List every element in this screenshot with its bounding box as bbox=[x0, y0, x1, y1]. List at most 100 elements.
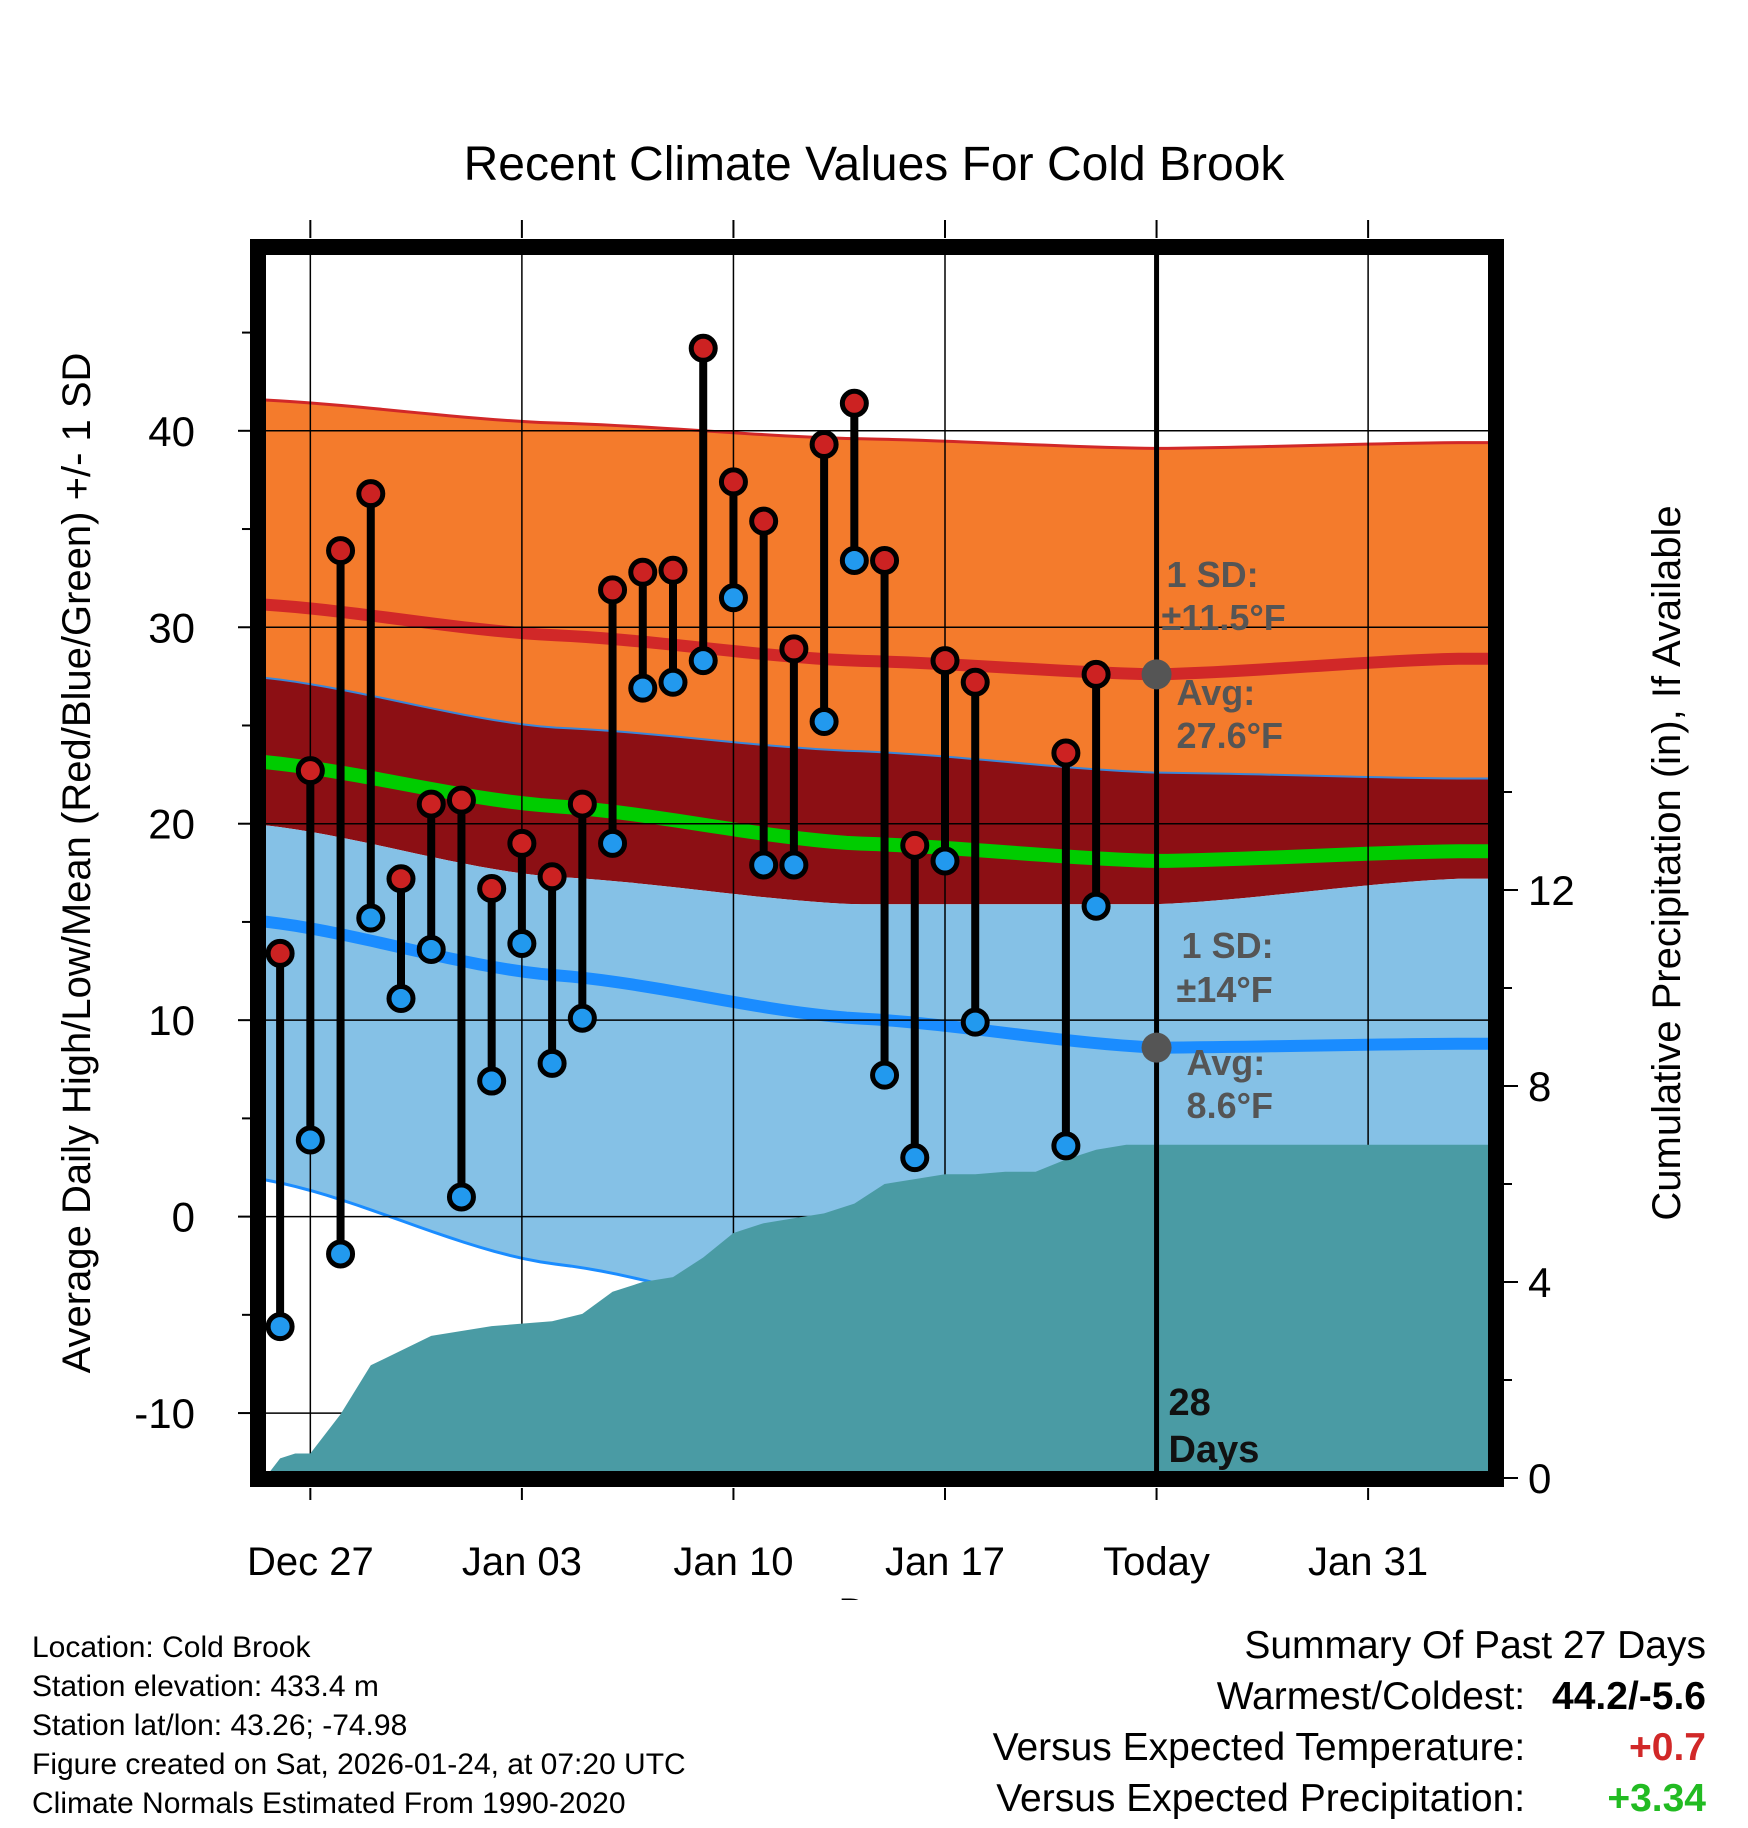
low-avg-label: Avg: bbox=[1187, 1042, 1266, 1083]
obs-low-point bbox=[870, 1060, 900, 1090]
summary-precip-label: Versus Expected Precipitation: bbox=[996, 1777, 1526, 1820]
high-minus-sd-edge bbox=[265, 676, 1489, 780]
x-tick-label: Dec 27 bbox=[247, 1540, 374, 1584]
obs-low-point bbox=[1051, 1131, 1081, 1161]
climate-chart: Recent Climate Values For Cold Brook 1 S… bbox=[55, 138, 1689, 1600]
summary-panel: Summary Of Past 27 Days Warmest/Coldest:… bbox=[993, 1620, 1706, 1824]
obs-low-point bbox=[839, 545, 869, 575]
plot-frame bbox=[250, 239, 1504, 1487]
obs-high-point bbox=[416, 789, 446, 819]
obs-high-point bbox=[900, 830, 930, 860]
precip-area bbox=[269, 1144, 1489, 1472]
high-avg-label: Avg: bbox=[1177, 672, 1256, 713]
obs-high-point bbox=[870, 545, 900, 575]
low-sd-label: 1 SD: bbox=[1182, 925, 1274, 966]
summary-warm-cold: Warmest/Coldest: 44.2/-5.6 bbox=[993, 1671, 1706, 1722]
low-avg-value: 8.6°F bbox=[1187, 1085, 1273, 1126]
obs-low-point bbox=[416, 934, 446, 964]
obs-high-point bbox=[749, 506, 779, 536]
station-info: Location: Cold Brook Station elevation: … bbox=[32, 1628, 686, 1823]
obs-low-point bbox=[779, 850, 809, 880]
obs-low-point bbox=[356, 903, 386, 933]
info-location: Location: Cold Brook bbox=[32, 1631, 311, 1664]
obs-high-point bbox=[537, 862, 567, 892]
x-tick-label: Jan 03 bbox=[462, 1540, 582, 1584]
obs-high-point bbox=[386, 864, 416, 894]
obs-high-point bbox=[688, 333, 718, 363]
y2-tick-label: 12 bbox=[1528, 867, 1575, 914]
summary-temp: Versus Expected Temperature: +0.7 bbox=[993, 1722, 1706, 1773]
summary-temp-label: Versus Expected Temperature: bbox=[992, 1726, 1526, 1769]
x-axis-label: Day bbox=[838, 1591, 909, 1600]
obs-high-point bbox=[265, 938, 295, 968]
y-tick-label: 20 bbox=[148, 801, 195, 848]
obs-high-point bbox=[598, 575, 628, 605]
obs-low-point bbox=[658, 667, 688, 697]
high-avg-value: 27.6°F bbox=[1177, 715, 1283, 756]
high-sd-band bbox=[265, 400, 1489, 779]
summary-heading: Summary Of Past 27 Days bbox=[1244, 1624, 1706, 1667]
y-tick-label: 40 bbox=[148, 408, 195, 455]
obs-high-point bbox=[628, 557, 658, 587]
summary-precip: Versus Expected Precipitation: +3.34 bbox=[993, 1773, 1706, 1824]
obs-high-point bbox=[809, 430, 839, 460]
y-tick-label: 10 bbox=[148, 997, 195, 1044]
low-sd-value: ±14°F bbox=[1177, 969, 1273, 1010]
obs-low-point bbox=[628, 673, 658, 703]
obs-high-point bbox=[507, 828, 537, 858]
obs-low-point bbox=[900, 1143, 930, 1173]
obs-high-point bbox=[779, 634, 809, 664]
obs-high-point bbox=[930, 646, 960, 676]
obs-low-point bbox=[930, 846, 960, 876]
mid-band bbox=[265, 677, 1489, 905]
obs-high-point bbox=[567, 789, 597, 819]
info-latlon: Station lat/lon: 43.26; -74.98 bbox=[32, 1709, 408, 1742]
chart-title: Recent Climate Values For Cold Brook bbox=[464, 138, 1286, 191]
y-axis-label: Average Daily High/Low/Mean (Red/Blue/Gr… bbox=[55, 353, 99, 1374]
obs-low-point bbox=[507, 929, 537, 959]
high-plus-sd-edge bbox=[265, 398, 1489, 450]
obs-low-point bbox=[386, 984, 416, 1014]
obs-high-point bbox=[1081, 659, 1111, 689]
y2-axis-label: Cumulative Precipitation (in), If Availa… bbox=[1645, 505, 1689, 1220]
obs-high-point bbox=[326, 536, 356, 566]
obs-low-point bbox=[809, 707, 839, 737]
obs-low-point bbox=[1081, 891, 1111, 921]
obs-high-point bbox=[295, 756, 325, 786]
obs-high-point bbox=[839, 388, 869, 418]
obs-high-point bbox=[356, 479, 386, 509]
obs-low-point bbox=[688, 646, 718, 676]
days-count: 28 bbox=[1169, 1382, 1211, 1424]
high-avg-marker bbox=[1141, 659, 1172, 690]
y2-tick-label: 4 bbox=[1528, 1259, 1551, 1306]
summary-temp-value: +0.7 bbox=[1629, 1726, 1706, 1769]
obs-low-point bbox=[326, 1239, 356, 1269]
obs-low-point bbox=[477, 1066, 507, 1096]
x-tick-label: Jan 31 bbox=[1308, 1540, 1428, 1584]
obs-high-point bbox=[960, 667, 990, 697]
obs-low-point bbox=[598, 828, 628, 858]
obs-low-point bbox=[718, 583, 748, 613]
days-word: Days bbox=[1169, 1429, 1260, 1471]
high-sd-label: 1 SD: bbox=[1167, 554, 1259, 595]
obs-high-point bbox=[718, 467, 748, 497]
summary-warm-cold-value: 44.2/-5.6 bbox=[1552, 1675, 1706, 1718]
y2-tick-label: 8 bbox=[1528, 1063, 1551, 1110]
info-created: Figure created on Sat, 2026-01-24, at 07… bbox=[32, 1748, 686, 1781]
summary-warm-cold-label: Warmest/Coldest: bbox=[1216, 1675, 1526, 1718]
obs-high-point bbox=[446, 785, 476, 815]
obs-low-point bbox=[537, 1048, 567, 1078]
info-normals: Climate Normals Estimated From 1990-2020 bbox=[32, 1787, 626, 1820]
obs-low-point bbox=[960, 1007, 990, 1037]
x-tick-label: Today bbox=[1103, 1540, 1210, 1584]
info-elevation: Station elevation: 433.4 m bbox=[32, 1670, 379, 1703]
summary-precip-value: +3.34 bbox=[1607, 1777, 1706, 1820]
low-avg-marker bbox=[1141, 1032, 1172, 1063]
y-tick-label: 30 bbox=[148, 604, 195, 651]
obs-high-point bbox=[477, 874, 507, 904]
y-tick-label: 0 bbox=[172, 1194, 195, 1241]
x-tick-label: Jan 17 bbox=[885, 1540, 1005, 1584]
y-tick-label: -10 bbox=[134, 1390, 195, 1437]
obs-low-point bbox=[446, 1182, 476, 1212]
obs-low-point bbox=[295, 1125, 325, 1155]
